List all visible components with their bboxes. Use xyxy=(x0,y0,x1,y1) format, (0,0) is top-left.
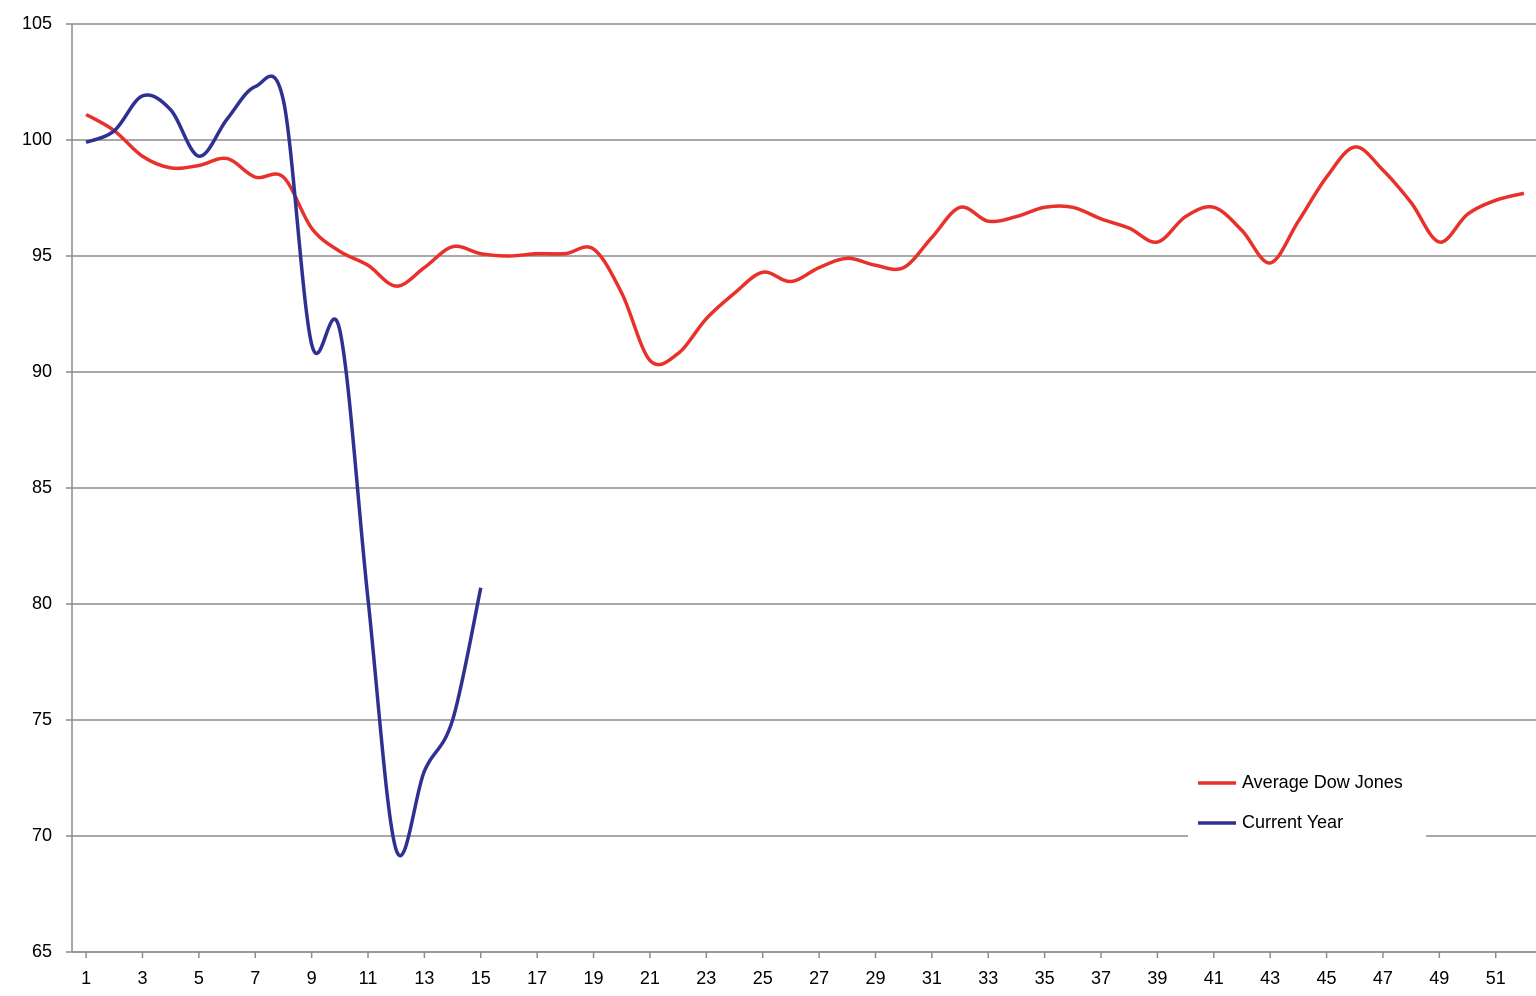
x-tick-label: 21 xyxy=(640,968,660,988)
x-tick-label: 47 xyxy=(1373,968,1393,988)
x-tick-label: 37 xyxy=(1091,968,1111,988)
series-line xyxy=(85,74,483,858)
x-tick-label: 11 xyxy=(359,968,378,988)
y-tick-label: 85 xyxy=(32,477,52,497)
x-tick-label: 3 xyxy=(137,968,147,988)
x-tick-label: 41 xyxy=(1204,968,1224,988)
x-tick-label: 51 xyxy=(1486,968,1506,988)
x-tick-label: 49 xyxy=(1429,968,1449,988)
x-tick-label: 9 xyxy=(307,968,317,988)
x-tick-label: 31 xyxy=(922,968,942,988)
x-tick-label: 15 xyxy=(471,968,491,988)
x-tick-label: 29 xyxy=(865,968,885,988)
x-tick-label: 25 xyxy=(753,968,773,988)
y-tick-label: 75 xyxy=(32,709,52,729)
x-tick-label: 39 xyxy=(1147,968,1167,988)
y-tick-label: 95 xyxy=(32,245,52,265)
legend-label: Average Dow Jones xyxy=(1242,772,1403,792)
x-tick-label: 45 xyxy=(1317,968,1337,988)
x-tick-label: 33 xyxy=(978,968,998,988)
y-tick-label: 105 xyxy=(22,13,52,33)
x-tick-label: 43 xyxy=(1260,968,1280,988)
x-tick-label: 7 xyxy=(250,968,260,988)
x-tick-label: 27 xyxy=(809,968,829,988)
x-tick-label: 23 xyxy=(696,968,716,988)
x-tick-label: 17 xyxy=(527,968,547,988)
x-tick-label: 5 xyxy=(194,968,204,988)
x-tick-label: 19 xyxy=(584,968,604,988)
y-tick-label: 90 xyxy=(32,361,52,381)
legend-label: Current Year xyxy=(1242,812,1343,832)
x-tick-label: 35 xyxy=(1035,968,1055,988)
y-tick-label: 80 xyxy=(32,593,52,613)
y-tick-label: 100 xyxy=(22,129,52,149)
y-tick-label: 70 xyxy=(32,825,52,845)
x-tick-label: 13 xyxy=(414,968,434,988)
legend-box xyxy=(1188,760,1426,850)
x-tick-label: 1 xyxy=(81,968,91,988)
series-line xyxy=(85,112,1525,367)
y-tick-label: 65 xyxy=(32,941,52,961)
